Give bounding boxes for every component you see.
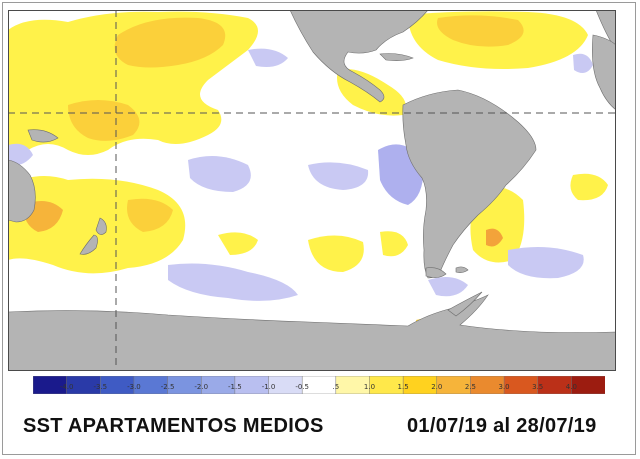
- cool-anomaly-regions: [8, 48, 593, 301]
- cool-patch-south-atlantic: [508, 246, 584, 279]
- cuba: [379, 53, 414, 61]
- warm-patch-east-atlantic: [570, 173, 608, 201]
- caption-title: SST APARTAMENTOS MEDIOS: [23, 415, 324, 437]
- cool-patch-north-atlantic: [573, 53, 593, 74]
- legend-tick-label: -4.0: [60, 383, 74, 391]
- legend-tick-label: -1.0: [262, 383, 276, 391]
- legend-tick-label: 3.5: [532, 383, 543, 391]
- legend-tick-label: 1.0: [364, 383, 375, 391]
- color-legend: -4.0 -3.5 -3.0 -2.5 -2.0 -1.5 -1.0 -0.5 .5 1.0 1.5…: [33, 376, 605, 394]
- warm-patch-tasman-core-2: [127, 198, 173, 232]
- cool-patch-north-pacific: [248, 48, 288, 67]
- legend-tick-label: .5: [332, 383, 339, 391]
- sst-anomaly-map: [8, 10, 616, 371]
- legend-tick-label: -2.5: [161, 383, 175, 391]
- legend-swatch: [571, 376, 605, 394]
- warm-anomaly-regions: [8, 11, 608, 331]
- legend-swatches: [33, 376, 605, 394]
- figure-frame: -4.0 -3.5 -3.0 -2.5 -2.0 -1.5 -1.0 -0.5 .5 1.0 1.5…: [2, 2, 636, 455]
- north-america-east-coast: [595, 10, 616, 51]
- north-america: [289, 10, 429, 103]
- legend-tick-label: 3.0: [498, 383, 509, 391]
- legend-tick-label: -2.0: [194, 383, 208, 391]
- land-masses: [8, 10, 616, 371]
- warm-patch-north-atlantic-core: [437, 15, 524, 47]
- caption-dates: 01/07/19 al 28/07/19: [407, 415, 597, 437]
- legend-tick-label: 2.5: [465, 383, 476, 391]
- warm-patch-north-pacific-core: [114, 17, 226, 68]
- legend-tick-labels: -4.0 -3.5 -3.0 -2.5 -2.0 -1.5 -1.0 -0.5 .5 1.0 1.5…: [60, 383, 577, 391]
- warm-patch-chile-coast: [380, 231, 408, 257]
- legend-tick-label: -3.0: [127, 383, 141, 391]
- new-zealand-south: [79, 234, 98, 255]
- antarctica: [8, 294, 616, 371]
- antarctic-peninsula: [447, 291, 483, 317]
- cool-patch-equatorial-west: [188, 156, 251, 192]
- legend-tick-label: 1.5: [398, 383, 409, 391]
- cool-patch-equatorial-east: [308, 162, 369, 190]
- legend-tick-label: 2.0: [431, 383, 442, 391]
- new-zealand-north: [95, 217, 107, 235]
- warm-patch-south-atlantic-core: [486, 228, 503, 247]
- map-border: [8, 10, 616, 371]
- new-guinea: [27, 129, 59, 143]
- cool-patch-west-pacific: [8, 143, 33, 166]
- cool-patch-south-pacific: [168, 263, 298, 301]
- south-america: [402, 89, 537, 279]
- australia: [8, 159, 36, 223]
- cool-patch-drake: [428, 276, 468, 297]
- legend-tick-label: 4.0: [566, 383, 577, 391]
- west-africa: [592, 34, 616, 111]
- guide-lines: [8, 10, 616, 371]
- warm-patch-central-pacific: [218, 232, 258, 255]
- legend-tick-label: -1.5: [228, 383, 242, 391]
- tierra-del-fuego: [425, 267, 447, 278]
- warm-patch-southeast-pacific: [308, 235, 364, 272]
- falklands: [455, 266, 469, 273]
- legend-tick-label: -0.5: [295, 383, 309, 391]
- warm-patch-west-pacific-core: [68, 100, 140, 141]
- legend-tick-label: -3.5: [93, 383, 107, 391]
- figure-caption: SST APARTAMENTOS MEDIOS 01/07/19 al 28/0…: [23, 415, 623, 445]
